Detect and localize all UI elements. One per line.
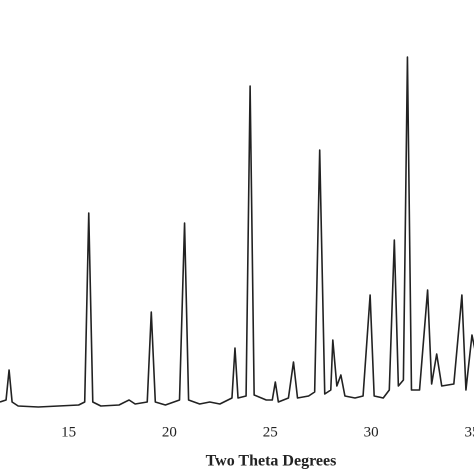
x-tick-label: 15	[61, 424, 76, 440]
x-tick-label: 20	[162, 424, 177, 440]
x-axis-label: Two Theta Degrees	[206, 453, 337, 470]
x-tick-label: 25	[263, 424, 278, 440]
x-tick-label: 35	[464, 424, 474, 440]
data-line	[0, 56, 474, 408]
x-tick-label: 30	[364, 424, 379, 440]
